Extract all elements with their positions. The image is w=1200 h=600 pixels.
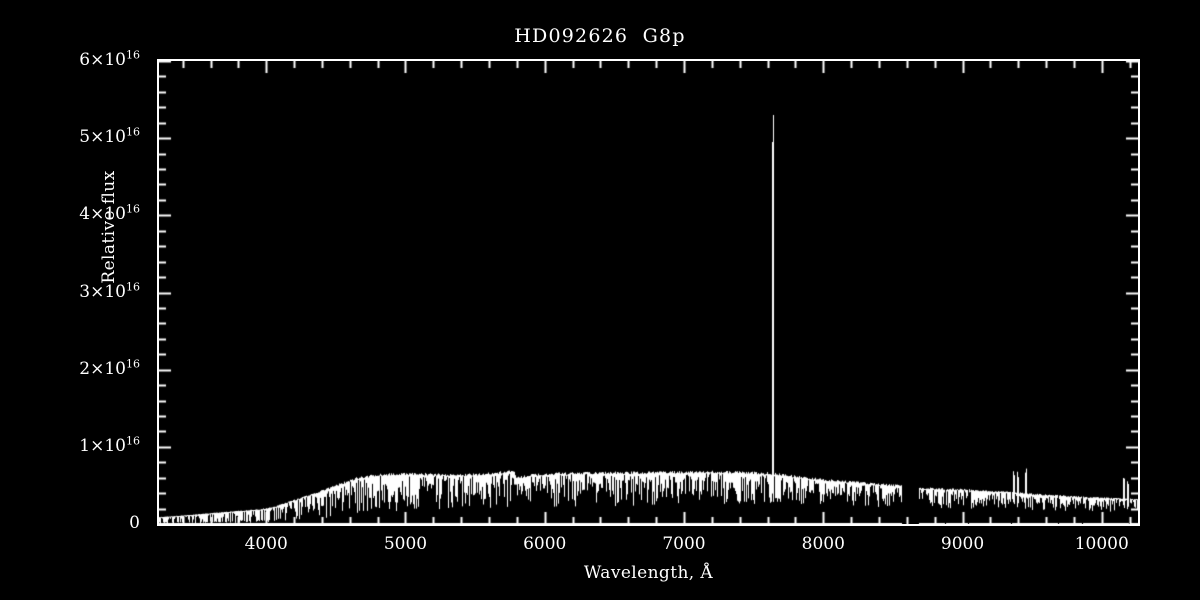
x-tick-label: 10000: [1074, 534, 1129, 554]
y-tick-label: 5×1016: [79, 125, 140, 148]
y-tick-label: 0: [129, 513, 140, 533]
x-tick-label: 5000: [383, 534, 428, 554]
x-tick-label: 8000: [801, 534, 845, 554]
y-tick-label: 4×1016: [79, 202, 140, 225]
x-tick-label: 6000: [523, 534, 567, 554]
y-tick-label: 6×1016: [79, 48, 140, 70]
plot-frame: [157, 59, 1140, 526]
spectrum-trace: [159, 61, 1138, 524]
x-tick-label: 7000: [662, 534, 706, 554]
page-title: HD092626 G8p: [514, 25, 686, 47]
y-tick-label: 1×1016: [79, 434, 140, 456]
x-tick-label: 4000: [244, 534, 288, 554]
y-axis-title: Relative flux: [99, 170, 119, 284]
y-tick-label: 3×1016: [79, 279, 140, 302]
y-tick-label: 2×1016: [79, 357, 140, 379]
x-tick-label: 9000: [940, 534, 985, 554]
x-axis-title: Wavelength, Å: [583, 563, 714, 583]
